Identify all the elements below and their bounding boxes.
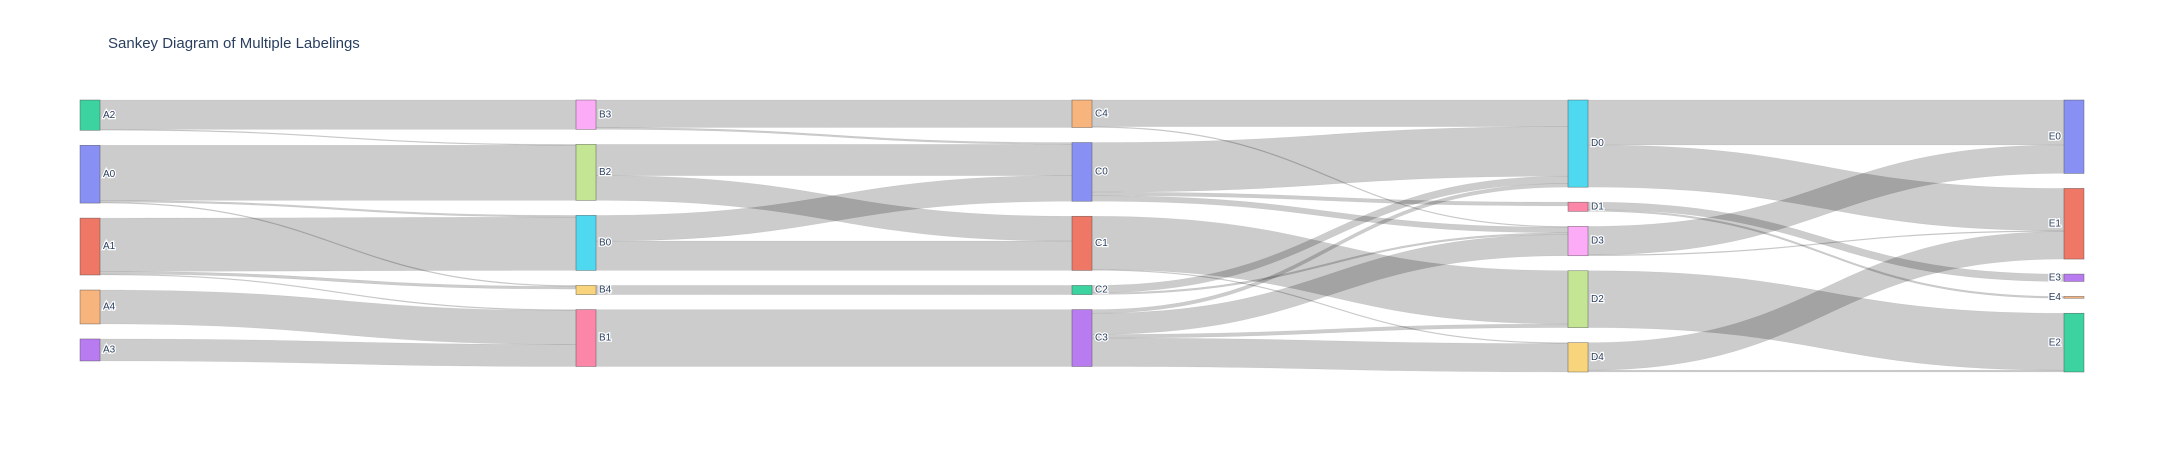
labels-layer: A2 A0 A1 A4 A3 B3 B2 B0 B4 B1 C4 C0 C1 C2 C3 D0 D1 D3 D2 D4… xyxy=(102,107,2063,364)
node-a1[interactable] xyxy=(79,217,101,276)
node-label-a3: A3 xyxy=(103,345,116,356)
node-e2[interactable] xyxy=(2063,312,2085,373)
node-label-b0: B0 xyxy=(599,238,612,249)
node-d1[interactable] xyxy=(1567,201,1589,212)
node-label-d1: D1 xyxy=(1591,201,1604,212)
node-label-b2: B2 xyxy=(599,167,612,178)
link-d4-e2[interactable] xyxy=(1587,369,2065,373)
node-label-d2: D2 xyxy=(1591,294,1604,305)
node-label-c1: C1 xyxy=(1095,238,1108,249)
link-b4-c2[interactable] xyxy=(595,285,1073,295)
node-label-c2: C2 xyxy=(1095,285,1108,296)
node-b3[interactable] xyxy=(575,99,597,130)
link-a0-b0[interactable] xyxy=(99,200,577,218)
node-label-a0: A0 xyxy=(103,169,116,180)
node-label-c4: C4 xyxy=(1095,108,1108,119)
node-e1[interactable] xyxy=(2063,188,2085,260)
node-d4[interactable] xyxy=(1567,342,1589,373)
node-label-a1: A1 xyxy=(103,241,116,252)
links-layer xyxy=(99,99,2065,373)
node-label-e0: E0 xyxy=(2049,131,2062,142)
node-label-b4: B4 xyxy=(599,285,612,296)
link-a0-b2[interactable] xyxy=(99,145,577,201)
node-d3[interactable] xyxy=(1567,226,1589,257)
node-label-e3: E3 xyxy=(2049,272,2062,283)
node-b4[interactable] xyxy=(575,285,597,295)
node-c4[interactable] xyxy=(1071,99,1093,128)
chart-title: Sankey Diagram of Multiple Labelings xyxy=(108,35,360,52)
node-label-b1: B1 xyxy=(599,333,612,344)
node-c3[interactable] xyxy=(1071,309,1093,367)
node-a4[interactable] xyxy=(79,289,101,325)
link-b3-c0[interactable] xyxy=(595,127,1073,145)
node-label-c0: C0 xyxy=(1095,167,1108,178)
link-a1-b0[interactable] xyxy=(99,216,577,272)
node-d0[interactable] xyxy=(1567,99,1589,188)
node-b2[interactable] xyxy=(575,144,597,201)
node-d2[interactable] xyxy=(1567,270,1589,328)
node-label-e4: E4 xyxy=(2049,292,2062,303)
node-a2[interactable] xyxy=(79,99,101,131)
link-b0-c1[interactable] xyxy=(595,240,1073,271)
node-label-e1: E1 xyxy=(2049,218,2062,229)
node-label-d3: D3 xyxy=(1591,236,1604,247)
node-a3[interactable] xyxy=(79,338,101,362)
node-a0[interactable] xyxy=(79,144,101,204)
node-c2[interactable] xyxy=(1071,285,1093,295)
link-a2-b3[interactable] xyxy=(99,99,577,130)
node-e3[interactable] xyxy=(2063,273,2085,282)
node-label-b3: B3 xyxy=(599,109,612,120)
node-label-a4: A4 xyxy=(103,302,116,313)
node-c1[interactable] xyxy=(1071,215,1093,271)
link-b3-c4[interactable] xyxy=(595,99,1073,128)
node-b0[interactable] xyxy=(575,215,597,271)
node-e0[interactable] xyxy=(2063,99,2085,174)
node-label-a2: A2 xyxy=(103,110,116,121)
link-c3-d4[interactable] xyxy=(1091,337,1569,373)
node-label-d0: D0 xyxy=(1591,138,1604,149)
node-c0[interactable] xyxy=(1071,142,1093,202)
link-a4-b1[interactable] xyxy=(99,289,577,345)
node-e4[interactable] xyxy=(2063,296,2085,299)
link-d0-e0[interactable] xyxy=(1587,99,2065,146)
node-b1[interactable] xyxy=(575,309,597,367)
node-label-d4: D4 xyxy=(1591,352,1604,363)
link-b1-c3[interactable] xyxy=(595,309,1073,367)
link-b2-c0[interactable] xyxy=(595,144,1073,176)
link-a1-b4[interactable] xyxy=(99,271,577,290)
link-c4-d0[interactable] xyxy=(1091,99,1569,127)
node-label-e2: E2 xyxy=(2049,337,2062,348)
nodes-layer xyxy=(79,99,2085,373)
link-a2-b2[interactable] xyxy=(99,129,577,146)
node-label-c3: C3 xyxy=(1095,333,1108,344)
